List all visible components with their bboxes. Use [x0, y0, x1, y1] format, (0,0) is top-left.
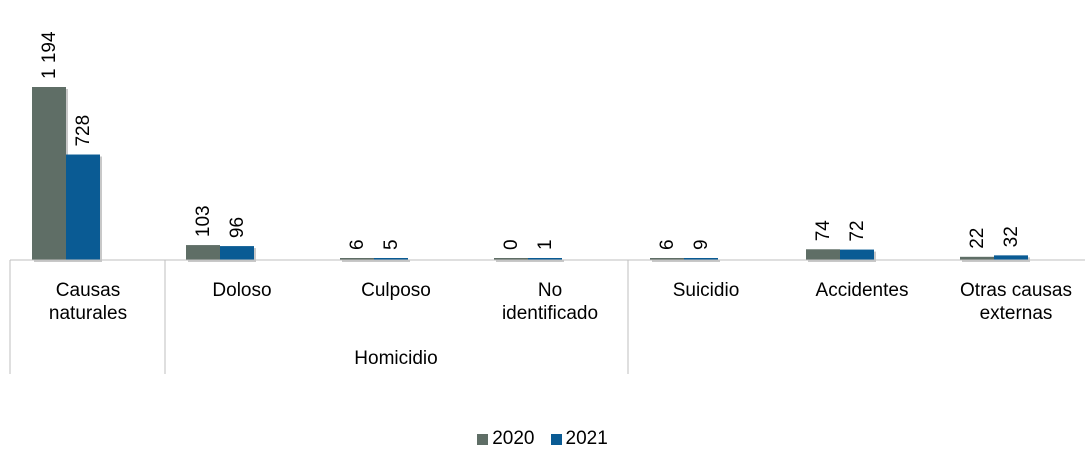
bar-2021-doloso	[220, 246, 254, 260]
bar-shadow-2021-suicidio	[686, 260, 720, 262]
bar-shadow-2021-culposo	[376, 260, 410, 262]
bar-2021-culposo	[374, 258, 408, 260]
legend-item-2020: 2020	[477, 428, 535, 450]
bars-layer	[32, 87, 1030, 262]
bar-shadow-2021-no-identificado	[530, 260, 564, 262]
category-label-otras-causas-externas: externas	[980, 303, 1053, 324]
bar-shadow-2020-suicidio	[652, 260, 686, 262]
legend-item-2021: 2021	[550, 428, 608, 450]
group-label-homicidio: Homicidio	[354, 348, 437, 369]
bar-shadow-2020-no-identificado	[496, 260, 530, 262]
bar-2021-causas-naturales	[66, 154, 100, 260]
data-label-2021-accidentes: 72	[847, 220, 868, 241]
category-label-no-identificado: No	[538, 280, 562, 301]
data-label-2020-accidentes: 74	[813, 220, 834, 242]
legend: 2020 2021	[0, 428, 1085, 450]
bar-2021-suicidio	[684, 258, 718, 260]
bar-shadow-2020-culposo	[342, 260, 376, 262]
bar-2020-suicidio	[650, 258, 684, 260]
bar-2020-culposo	[340, 258, 374, 260]
data-label-2020-causas-naturales: 1 194	[39, 31, 60, 79]
legend-swatch-2020	[477, 433, 489, 445]
bar-2021-otras-causas-externas	[994, 255, 1028, 260]
data-label-2021-causas-naturales: 728	[73, 115, 94, 147]
data-label-2020-culposo: 6	[347, 239, 368, 250]
legend-label-2020: 2020	[492, 428, 535, 449]
data-label-2020-otras-causas-externas: 22	[967, 228, 988, 249]
data-label-2021-doloso: 96	[227, 217, 248, 238]
data-label-2020-suicidio: 6	[657, 239, 678, 250]
data-label-2020-doloso: 103	[193, 205, 214, 237]
legend-swatch-2021	[550, 433, 562, 445]
category-label-culposo: Culposo	[361, 280, 431, 301]
data-label-2020-no-identificado: 0	[501, 239, 522, 250]
bar-2021-no-identificado	[528, 258, 562, 260]
bar-2020-otras-causas-externas	[960, 256, 994, 260]
category-label-otras-causas-externas: Otras causas	[960, 280, 1072, 301]
category-label-accidentes: Accidentes	[816, 280, 909, 301]
chart: 1 194 728 103 96 6 5 0 1 6 9 74 72 22 32 Causasnatura…	[9, 31, 1085, 374]
bar-2020-no-identificado	[494, 258, 528, 260]
data-label-2021-otras-causas-externas: 32	[1001, 226, 1022, 247]
data-label-2021-no-identificado: 1	[535, 239, 556, 250]
legend-label-2021: 2021	[565, 428, 608, 449]
bar-2021-accidentes	[840, 249, 874, 260]
bar-2020-accidentes	[806, 249, 840, 260]
data-label-2021-suicidio: 9	[691, 239, 712, 250]
bar-2020-causas-naturales	[32, 87, 66, 260]
data-labels-layer: 1 194 728 103 96 6 5 0 1 6 9 74 72 22 32	[39, 31, 1022, 250]
category-label-suicidio: Suicidio	[673, 280, 740, 301]
data-label-2021-culposo: 5	[381, 239, 402, 250]
category-label-doloso: Doloso	[212, 280, 271, 301]
category-label-no-identificado: identificado	[502, 303, 598, 324]
category-label-causas-naturales: Causas	[56, 280, 120, 301]
bar-2020-doloso	[186, 245, 220, 260]
category-label-causas-naturales: naturales	[49, 303, 127, 324]
